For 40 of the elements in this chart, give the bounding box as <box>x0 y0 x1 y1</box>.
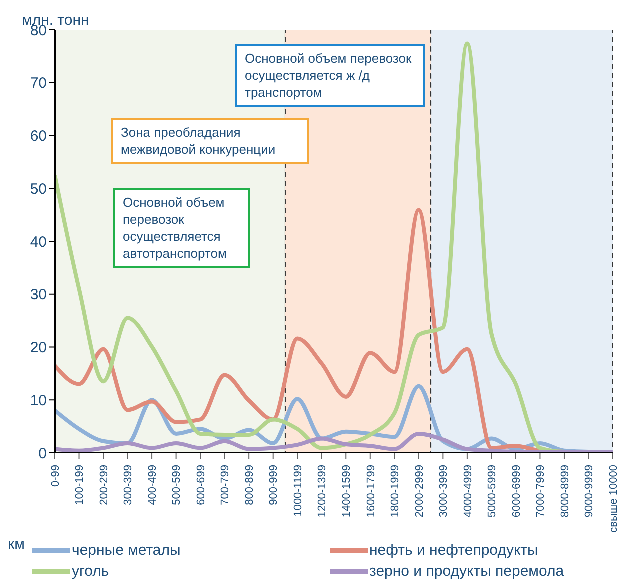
x-tick-label: 1000-1199 <box>292 465 304 517</box>
x-tick-label: 100-199 <box>74 465 86 506</box>
callout-box: Основной объем перевозок осуществляется ж /д транспортом <box>235 44 425 107</box>
x-tick-label: 7000-7999 <box>535 465 548 518</box>
x-tick-label: 800-899 <box>244 465 256 506</box>
x-tick-label: 1600-1799 <box>365 465 378 518</box>
x-tick-label: 1400-1599 <box>340 465 353 518</box>
x-axis-title: км <box>8 536 25 553</box>
legend-label: нефть и нефтепродукты <box>370 542 538 559</box>
x-tick-label: 500-599 <box>171 465 184 506</box>
callout-box: Основной объем перевозок осуществляется автотранспортом <box>113 188 250 268</box>
x-tick-label: свыше 10000 <box>608 465 617 533</box>
y-tick-label: 30 <box>30 286 47 304</box>
y-tick-label: 40 <box>30 234 47 251</box>
legend-label: черные металы <box>72 542 181 559</box>
x-tick-label: 1800-1999 <box>390 465 402 518</box>
x-tick-label: 400-499 <box>146 465 159 506</box>
x-tick-label: 0-99 <box>50 465 62 488</box>
y-tick-label: 60 <box>30 128 47 146</box>
x-tick-label: 900-999 <box>268 465 280 506</box>
y-tick-label: 50 <box>30 180 47 198</box>
legend-label: уголь <box>72 563 110 580</box>
x-tick-label: 700-799 <box>220 465 232 506</box>
callout-box: Зона преобладания межвидовой конкуренции <box>111 118 309 164</box>
y-tick-label: 70 <box>30 75 47 92</box>
x-tick-label: 5000-5999 <box>486 465 499 518</box>
x-tick-label: 8000-8999 <box>559 465 572 518</box>
x-tick-label: 6000-6999 <box>510 465 523 518</box>
x-tick-label: 300-399 <box>122 465 135 506</box>
x-tick-label: 9000-9999 <box>584 465 596 518</box>
x-tick-label: 2000-2999 <box>414 465 426 518</box>
y-tick-label: 0 <box>38 445 47 462</box>
y-tick-label: 20 <box>30 340 47 357</box>
x-tick-label: 3000-3999 <box>438 465 450 518</box>
legend-label: зерно и продукты перемола <box>370 563 564 580</box>
x-tick-label: 4000-4999 <box>462 465 474 518</box>
x-tick-label: 1200-1399 <box>316 465 329 518</box>
x-tick-label: 600-699 <box>195 465 208 506</box>
y-tick-label: 10 <box>30 392 47 410</box>
x-tick-label: 200-299 <box>98 465 110 506</box>
